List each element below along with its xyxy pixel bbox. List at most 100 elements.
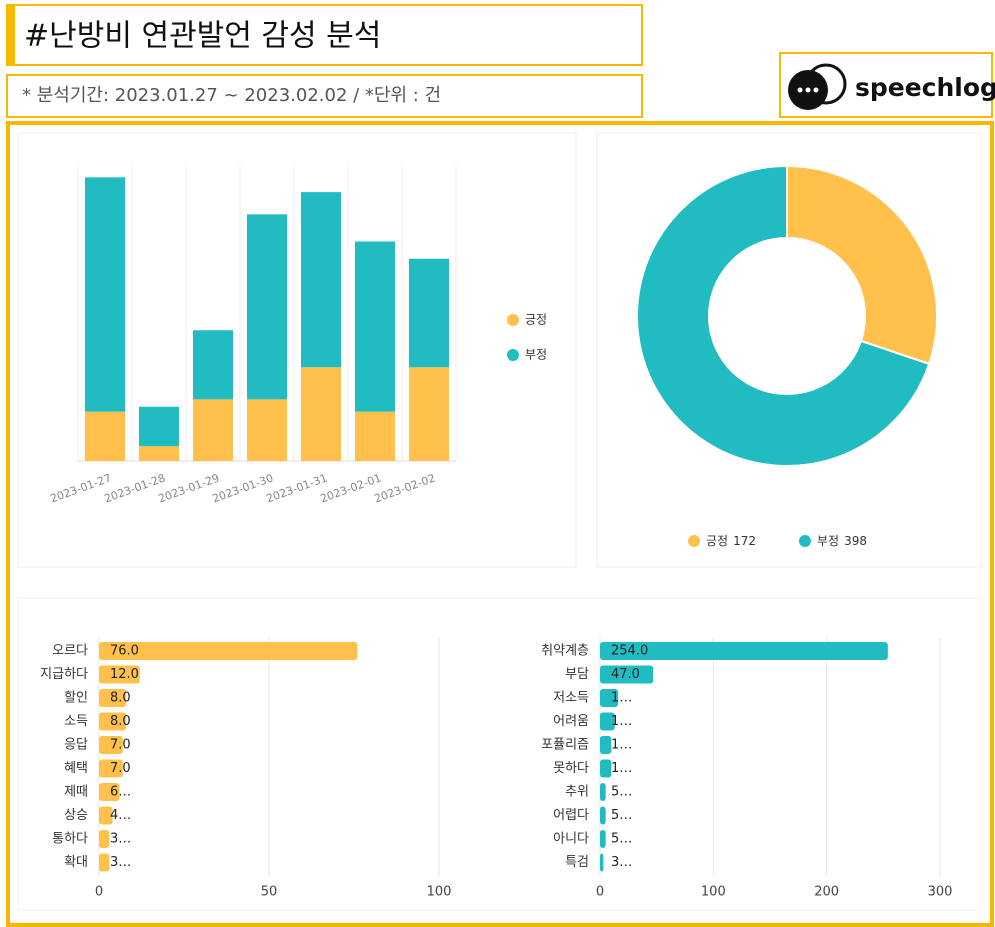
- main-frame: [6, 121, 994, 927]
- bar: [99, 806, 113, 825]
- category-label: 지급하다: [40, 667, 88, 682]
- category-label: 소득: [64, 714, 88, 729]
- bar: [99, 853, 110, 872]
- category-label: 통하다: [52, 832, 88, 847]
- bar-segment: [139, 406, 179, 447]
- category-label: 혜택: [64, 761, 88, 776]
- bar: [99, 665, 140, 684]
- bar: [99, 642, 358, 660]
- bar: [600, 712, 615, 731]
- bar-segment: [355, 411, 395, 461]
- bar-segment: [85, 411, 125, 461]
- legend-marker: [507, 349, 519, 361]
- category-label: 추위: [565, 785, 589, 800]
- bar-segment: [193, 330, 233, 400]
- bar: [600, 853, 604, 872]
- value-label: 1…: [611, 714, 632, 729]
- bar: [600, 783, 606, 801]
- value-label: 254.0: [611, 644, 648, 659]
- value-label: 7.0: [110, 738, 131, 753]
- x-tick-label: 300: [928, 885, 953, 900]
- legend-name: 부정: [817, 534, 839, 548]
- bar-segment: [301, 192, 341, 368]
- legend-marker: [799, 535, 811, 547]
- value-label: 6…: [110, 785, 131, 800]
- legend-marker: [507, 314, 519, 326]
- bar: [99, 712, 127, 731]
- value-label: 1…: [611, 761, 632, 776]
- legend-label: 부정: [525, 348, 547, 362]
- legend-label: 긍정 172: [706, 534, 756, 548]
- bar-segment: [409, 258, 449, 368]
- value-label: 8.0: [110, 691, 131, 706]
- x-tick-label: 0: [596, 885, 604, 900]
- donut-slice: [636, 164, 931, 467]
- bar: [99, 689, 127, 707]
- legend-name: 긍정: [706, 534, 728, 548]
- bar: [99, 783, 120, 801]
- x-tick-label: 0: [95, 885, 103, 900]
- value-label: 3…: [611, 855, 632, 870]
- value-label: 5…: [611, 832, 632, 847]
- title-box: [6, 4, 643, 66]
- category-label: 취약계층: [541, 644, 589, 659]
- category-label: 어렵다: [553, 808, 589, 823]
- bar-segment: [247, 399, 287, 461]
- bar-segment: [247, 214, 287, 400]
- value-label: 5…: [611, 808, 632, 823]
- legend-value: 172: [733, 534, 756, 548]
- legend-value: 398: [844, 534, 867, 548]
- value-label: 1…: [611, 691, 632, 706]
- category-label: 오르다: [52, 644, 88, 659]
- title-accent: [7, 5, 15, 65]
- bar-segment: [139, 446, 179, 461]
- bar-segment: [409, 367, 449, 461]
- value-label: 76.0: [110, 644, 139, 659]
- legend-label: 부정 398: [817, 534, 867, 548]
- logo-icon: [788, 63, 847, 110]
- category-label: 부담: [565, 667, 589, 682]
- bar-segment: [85, 177, 125, 412]
- value-label: 3…: [110, 832, 131, 847]
- subtitle: * 분석기간: 2023.01.27 ~ 2023.02.02 / *단위 : …: [22, 85, 441, 106]
- value-label: 12.0: [110, 667, 139, 682]
- bar-segment: [193, 399, 233, 461]
- logo-text: speechlog: [855, 73, 995, 102]
- category-label: 못하다: [553, 761, 589, 776]
- value-label: 47.0: [611, 667, 640, 682]
- category-label: 어려움: [553, 714, 589, 729]
- bar: [600, 736, 612, 754]
- category-label: 아니다: [553, 832, 589, 847]
- bar-segment: [301, 367, 341, 461]
- legend-marker: [688, 535, 700, 547]
- x-tick-label: 100: [427, 885, 452, 900]
- value-label: 5…: [611, 785, 632, 800]
- bar: [600, 759, 612, 778]
- legend-label: 긍정: [525, 313, 547, 327]
- category-label: 제때: [64, 785, 88, 800]
- value-label: 3…: [110, 855, 131, 870]
- x-tick-label: 50: [261, 885, 278, 900]
- x-tick-label: 100: [701, 885, 726, 900]
- bar: [600, 806, 606, 825]
- bar: [600, 642, 888, 660]
- x-tick-label: 200: [814, 885, 839, 900]
- bar-segment: [355, 241, 395, 412]
- value-label: 7.0: [110, 761, 131, 776]
- category-label: 저소득: [553, 691, 589, 706]
- subtitle-box: [6, 74, 643, 118]
- page-title: #난방비 연관발언 감성 분석: [24, 19, 381, 54]
- bar: [600, 689, 619, 707]
- bar: [99, 759, 123, 778]
- category-label: 할인: [64, 691, 88, 706]
- bar: [600, 665, 654, 684]
- category-label: 상승: [64, 808, 88, 823]
- bar: [600, 830, 606, 848]
- bar: [99, 830, 110, 848]
- value-label: 4…: [110, 808, 131, 823]
- value-label: 8.0: [110, 714, 131, 729]
- donut-slice: [786, 164, 938, 366]
- category-label: 확대: [64, 855, 88, 870]
- category-label: 포퓰리즘: [541, 738, 589, 753]
